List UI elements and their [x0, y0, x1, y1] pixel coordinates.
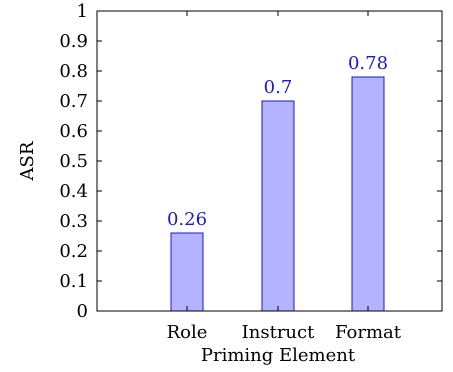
bar-format	[351, 76, 385, 312]
data-labels-group: 0.26 0.7 0.78	[167, 53, 388, 230]
y-ticks-group: 0 0.1 0.2 0.3 0.4 0.5 0.6 0.7 0.8 0.9 1	[59, 1, 442, 322]
x-tick-label: Role	[167, 322, 208, 343]
data-label-role: 0.26	[167, 209, 207, 230]
x-ticks-group: Role Instruct Format	[167, 11, 402, 343]
data-label-format: 0.78	[348, 53, 388, 74]
y-axis-title: ASR	[17, 141, 38, 181]
y-tick-label: 0.1	[59, 271, 88, 292]
bar-instruct	[261, 100, 295, 312]
x-tick-label: Format	[335, 322, 402, 343]
y-tick-label: 0.3	[59, 211, 88, 232]
plot-frame	[96, 10, 443, 312]
y-tick-label: 0.9	[59, 31, 88, 52]
y-tick-label: 0.5	[59, 151, 88, 172]
y-tick-label: 1	[77, 1, 88, 22]
y-tick-label: 0.2	[59, 241, 88, 262]
y-tick-label: 0.8	[59, 61, 88, 82]
bars-group	[170, 76, 385, 312]
y-tick-label: 0.6	[59, 121, 88, 142]
data-label-instruct: 0.7	[264, 77, 293, 98]
x-axis-title: Priming Element	[201, 345, 356, 366]
bar-role	[170, 232, 204, 312]
y-tick-label: 0	[77, 301, 88, 322]
x-tick-label: Instruct	[242, 322, 315, 343]
y-tick-label: 0.7	[59, 91, 88, 112]
y-tick-label: 0.4	[59, 181, 88, 202]
